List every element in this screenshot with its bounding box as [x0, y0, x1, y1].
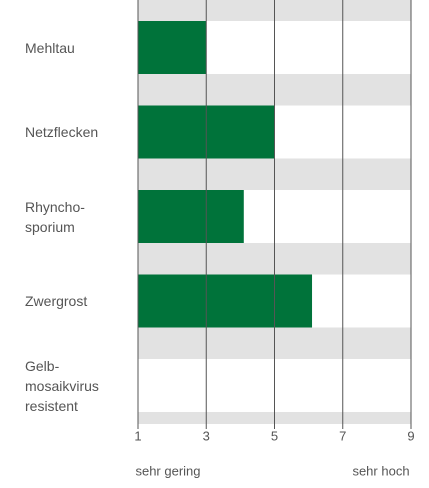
category-label: Zwergrost — [25, 293, 88, 309]
x-high-label: sehr hoch — [352, 463, 409, 478]
x-tick-label: 5 — [271, 428, 278, 443]
x-tick-label: 9 — [407, 428, 414, 443]
x-tick-label: 7 — [339, 428, 346, 443]
x-tick-label: 3 — [203, 428, 210, 443]
category-label: Rhyncho- sporium — [25, 198, 85, 235]
x-tick-label: 1 — [134, 428, 141, 443]
x-low-label: sehr gering — [135, 463, 200, 478]
bar — [138, 190, 244, 243]
bar — [138, 21, 207, 74]
category-label: Gelb- mosaikvirus resistent — [25, 357, 99, 414]
bar — [138, 274, 313, 328]
category-label: Mehltau — [25, 39, 75, 56]
category-label: Netzflecken — [25, 124, 99, 140]
